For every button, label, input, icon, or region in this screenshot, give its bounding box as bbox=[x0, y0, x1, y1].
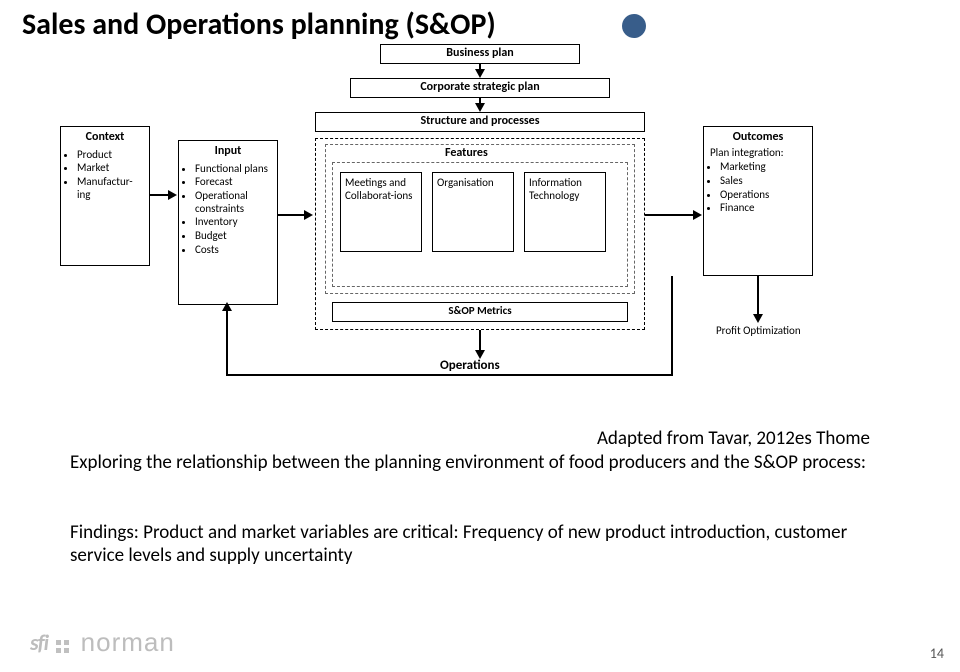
context-item: Product bbox=[77, 149, 145, 162]
slide-title: Sales and Operations planning (S&OP) bbox=[22, 6, 496, 43]
findings-text: Findings: Product and market variables a… bbox=[70, 522, 890, 568]
outcomes-item: Sales bbox=[720, 175, 808, 188]
outcomes-list: Marketing Sales Operations Finance bbox=[706, 161, 810, 215]
exploring-text: Exploring the relationship between the p… bbox=[70, 452, 890, 475]
operations-label: Operations bbox=[440, 358, 500, 373]
input-list: Functional plans Forecast Operational co… bbox=[181, 163, 275, 256]
outcomes-header: Outcomes bbox=[706, 129, 810, 147]
organisation-box: Organisation bbox=[432, 172, 514, 252]
context-list: Product Market Manufactur-ing bbox=[63, 149, 147, 202]
it-box: Information Technology bbox=[524, 172, 606, 252]
accent-dot bbox=[622, 14, 646, 38]
footer-logos: sfi norman bbox=[30, 627, 175, 658]
page-number: 14 bbox=[930, 645, 944, 662]
structure-processes-box: Structure and processes bbox=[316, 113, 644, 131]
metrics-box: S&OP Metrics bbox=[333, 303, 627, 320]
outcomes-item: Marketing bbox=[720, 161, 808, 174]
business-plan-box: Business plan bbox=[381, 45, 579, 63]
sfi-logo: sfi bbox=[30, 629, 69, 656]
outcomes-item: Operations bbox=[720, 189, 808, 202]
input-item: Forecast bbox=[195, 176, 273, 189]
context-item: Market bbox=[77, 162, 145, 175]
outcomes-lead: Plan integration: bbox=[706, 147, 810, 160]
meetings-box: Meetings and Collaborat-ions bbox=[340, 172, 422, 252]
profit-label: Profit Optimization bbox=[716, 324, 816, 337]
input-header: Input bbox=[181, 143, 275, 161]
input-item: Inventory bbox=[195, 216, 273, 229]
input-item: Budget bbox=[195, 230, 273, 243]
outcomes-item: Finance bbox=[720, 202, 808, 215]
corporate-plan-box: Corporate strategic plan bbox=[351, 79, 609, 97]
features-header: Features bbox=[445, 146, 488, 160]
input-item: Operational constraints bbox=[195, 190, 273, 215]
citation-text: Adapted from Tavar, 2012es Thome bbox=[80, 428, 870, 451]
input-item: Costs bbox=[195, 244, 273, 257]
sop-diagram: Business plan Corporate strategic plan S… bbox=[60, 44, 900, 424]
input-item: Functional plans bbox=[195, 163, 273, 176]
context-item: Manufactur-ing bbox=[77, 176, 145, 201]
context-header: Context bbox=[63, 129, 147, 147]
norman-logo: norman bbox=[81, 627, 175, 658]
